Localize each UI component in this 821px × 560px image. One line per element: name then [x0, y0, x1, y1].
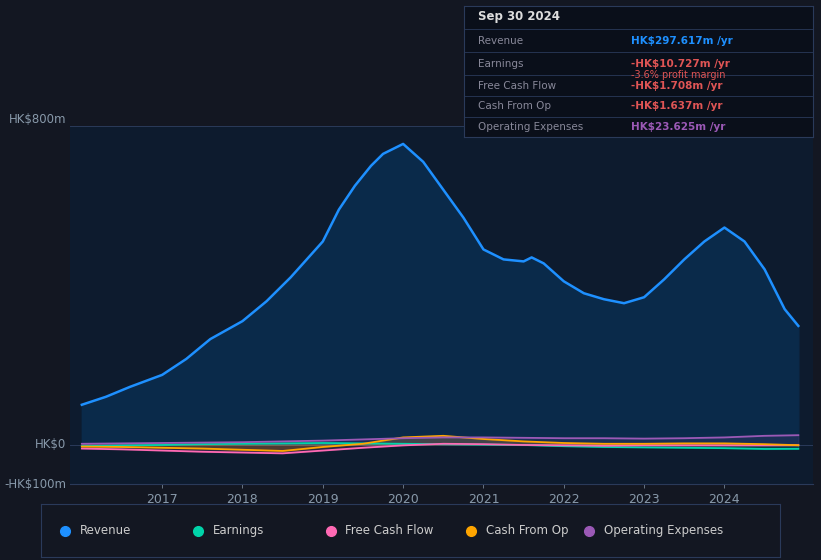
Text: Free Cash Flow: Free Cash Flow: [346, 524, 433, 537]
Text: Operating Expenses: Operating Expenses: [604, 524, 723, 537]
Text: Revenue: Revenue: [478, 36, 523, 46]
Text: -3.6% profit margin: -3.6% profit margin: [631, 71, 726, 80]
Text: Sep 30 2024: Sep 30 2024: [478, 10, 560, 24]
Text: HK$297.617m /yr: HK$297.617m /yr: [631, 36, 733, 46]
Text: -HK$10.727m /yr: -HK$10.727m /yr: [631, 59, 730, 69]
Text: HK$0: HK$0: [34, 438, 66, 451]
Text: -HK$1.637m /yr: -HK$1.637m /yr: [631, 101, 722, 111]
Text: Cash From Op: Cash From Op: [478, 101, 551, 111]
Text: -HK$100m: -HK$100m: [4, 478, 66, 491]
Text: Operating Expenses: Operating Expenses: [478, 122, 583, 132]
Text: HK$23.625m /yr: HK$23.625m /yr: [631, 122, 726, 132]
Text: Revenue: Revenue: [80, 524, 131, 537]
Text: Earnings: Earnings: [213, 524, 264, 537]
Text: -HK$1.708m /yr: -HK$1.708m /yr: [631, 81, 722, 91]
Text: Free Cash Flow: Free Cash Flow: [478, 81, 556, 91]
Text: Cash From Op: Cash From Op: [486, 524, 568, 537]
Text: HK$800m: HK$800m: [8, 113, 66, 126]
Text: Earnings: Earnings: [478, 59, 523, 69]
